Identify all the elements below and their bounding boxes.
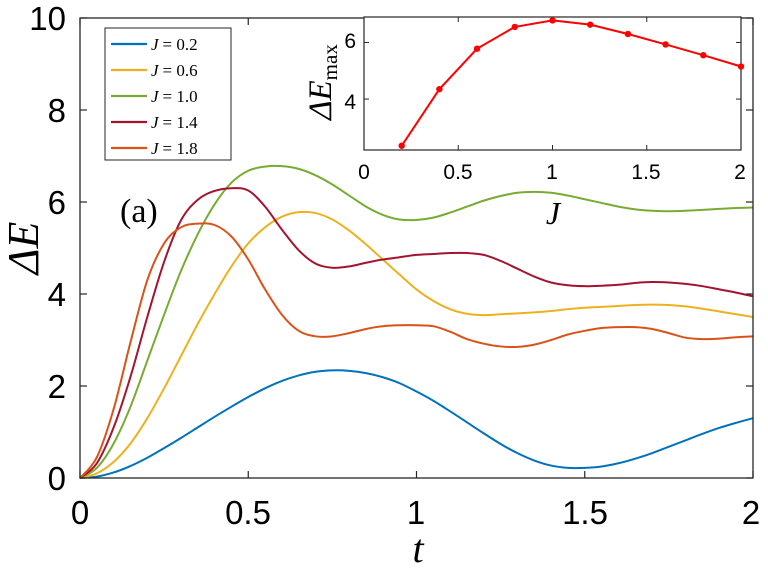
inset-data-point: [511, 23, 518, 31]
y-tick-label: 6: [48, 184, 66, 221]
inset-data-point: [700, 52, 707, 59]
inset-y-label-subscript: max: [318, 44, 342, 81]
panel-label: (a): [120, 193, 158, 230]
inset-data-point: [737, 63, 745, 70]
series-line-4: [79, 222, 754, 479]
legend-label-variable: J: [151, 87, 160, 106]
legend-entry: J = 0.2: [111, 35, 198, 54]
inset-x-tick-label: 0: [358, 161, 370, 184]
series-line-0: [79, 369, 754, 479]
x-tick-label: 2: [742, 494, 760, 531]
x-tick-label: 1.5: [562, 494, 608, 531]
x-axis-label: t: [412, 526, 424, 571]
inset-series-line: [400, 19, 742, 147]
inset-x-axis-label: J: [546, 195, 562, 231]
inset-y-tick-label: 6: [344, 30, 356, 53]
inset-data-point: [473, 45, 481, 52]
inset-data-point: [662, 41, 669, 48]
legend-entry: J = 1.8: [111, 139, 198, 158]
y-tick-label: 4: [48, 276, 66, 313]
inset-y-label-main: ΔE: [303, 80, 339, 122]
legend-entry: J = 1.4: [111, 113, 198, 132]
legend-label: J = 0.6: [151, 61, 198, 80]
legend-label: J = 0.2: [151, 35, 198, 54]
y-axis-label: ΔE: [0, 222, 48, 277]
main-ticks: [79, 17, 754, 479]
legend-label: J = 1.8: [151, 139, 198, 158]
x-tick-label: 1: [407, 494, 425, 531]
y-tick-label: 0: [48, 460, 66, 497]
legend-label-value: = 1.8: [163, 139, 198, 158]
legend-box: [104, 27, 232, 161]
series-line-3: [79, 187, 754, 479]
inset-data-point: [398, 142, 405, 149]
inset-plot: 0 0.5 1 1.5 2 4 6 J ΔEmax: [303, 16, 746, 231]
main-lines: [79, 164, 754, 479]
legend-label-value: = 0.2: [163, 35, 198, 54]
legend-label-variable: J: [151, 139, 160, 158]
inset-y-tick-label: 4: [344, 91, 356, 114]
legend-label: J = 1.0: [151, 87, 198, 106]
inset-x-tick-label: 1: [546, 161, 558, 184]
inset-ticks: [363, 17, 742, 150]
legend-label-variable: J: [151, 113, 160, 132]
y-tick-label: 2: [48, 368, 66, 405]
legend-label-variable: J: [151, 61, 160, 80]
inset-data-point: [587, 21, 594, 28]
x-tick-label: 0.5: [225, 494, 271, 531]
inset-x-tick-label: 0.5: [443, 161, 472, 184]
x-tick-label: 0: [71, 494, 89, 531]
legend-label-value: = 1.4: [163, 113, 199, 132]
legend-label-variable: J: [151, 35, 160, 54]
legend: J = 0.2 J = 0.6 J = 1.0 J = 1.4 J = 1.8: [104, 27, 232, 161]
y-tick-label: 10: [29, 0, 66, 37]
series-line-1: [79, 210, 754, 479]
inset-data-point: [436, 85, 443, 93]
y-tick-label: 8: [48, 92, 66, 129]
inset-y-axis-label: ΔEmax: [303, 44, 342, 122]
legend-entry: J = 1.0: [111, 87, 198, 106]
legend-entry: J = 0.6: [111, 61, 198, 80]
inset-data-point: [549, 17, 556, 24]
inset-plot-area: [363, 16, 742, 151]
inset-line: [398, 17, 745, 149]
inset-x-tick-label: 2: [734, 161, 746, 184]
series-line-2: [79, 164, 754, 479]
legend-label: J = 1.4: [151, 113, 198, 132]
inset-x-tick-label: 1.5: [631, 161, 660, 184]
inset-data-point: [624, 30, 632, 38]
legend-label-value: = 1.0: [163, 87, 198, 106]
legend-label-value: = 0.6: [163, 61, 198, 80]
